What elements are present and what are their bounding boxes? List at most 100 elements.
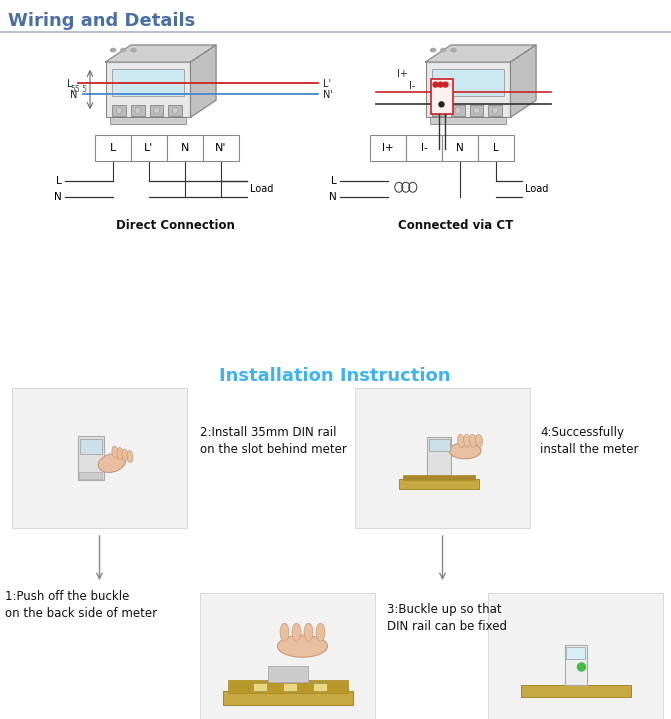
Ellipse shape xyxy=(172,107,178,114)
Bar xyxy=(203,135,239,161)
Bar xyxy=(451,106,464,116)
Text: 4:Successfully
install the meter: 4:Successfully install the meter xyxy=(540,426,639,456)
Ellipse shape xyxy=(122,449,128,461)
Bar xyxy=(252,683,266,691)
Bar xyxy=(200,593,375,719)
Bar xyxy=(488,593,663,719)
Text: L: L xyxy=(468,79,474,89)
Text: 1:Push off the buckle
on the back side of meter: 1:Push off the buckle on the back side o… xyxy=(5,590,157,620)
Text: Wiring and Details: Wiring and Details xyxy=(8,12,195,30)
Text: 3:Buckle up so that
DIN rail can be fixed: 3:Buckle up so that DIN rail can be fixe… xyxy=(387,603,507,633)
Ellipse shape xyxy=(470,434,476,447)
Bar xyxy=(282,683,297,691)
Ellipse shape xyxy=(304,623,313,641)
Ellipse shape xyxy=(476,434,482,447)
Ellipse shape xyxy=(154,107,160,114)
Ellipse shape xyxy=(449,443,481,459)
Polygon shape xyxy=(105,45,216,62)
Ellipse shape xyxy=(443,82,448,87)
Bar xyxy=(370,135,406,161)
Ellipse shape xyxy=(493,107,498,114)
Bar xyxy=(399,479,479,489)
Text: N': N' xyxy=(215,143,227,153)
Text: 2:Install 35mm DIN rail
on the slot behind meter: 2:Install 35mm DIN rail on the slot behi… xyxy=(200,426,347,456)
Bar xyxy=(442,135,478,161)
Polygon shape xyxy=(511,45,536,117)
Bar xyxy=(429,439,450,452)
Bar xyxy=(564,645,586,684)
Text: Load: Load xyxy=(250,184,273,194)
Bar xyxy=(105,62,191,117)
Ellipse shape xyxy=(111,48,115,52)
Bar xyxy=(167,135,203,161)
Bar xyxy=(223,691,352,705)
Ellipse shape xyxy=(278,635,327,657)
Ellipse shape xyxy=(441,48,446,52)
Bar xyxy=(313,683,327,691)
Bar xyxy=(406,135,442,161)
Bar xyxy=(521,684,631,697)
Bar xyxy=(150,106,163,116)
Bar xyxy=(429,117,506,124)
Bar xyxy=(488,106,502,116)
Text: N: N xyxy=(450,106,458,116)
Bar xyxy=(355,388,530,528)
Bar xyxy=(12,388,187,528)
Ellipse shape xyxy=(280,623,289,641)
Text: N: N xyxy=(54,192,62,202)
Ellipse shape xyxy=(135,107,141,114)
Text: 55.5: 55.5 xyxy=(70,85,87,94)
Text: N: N xyxy=(70,90,77,100)
Ellipse shape xyxy=(578,663,586,671)
Bar xyxy=(168,106,182,116)
Ellipse shape xyxy=(464,434,470,447)
Text: Installation Instruction: Installation Instruction xyxy=(219,367,451,385)
Bar xyxy=(227,680,348,693)
Polygon shape xyxy=(425,45,536,62)
Bar xyxy=(427,437,451,477)
Bar xyxy=(425,62,511,117)
Bar xyxy=(470,106,483,116)
Bar xyxy=(78,436,104,480)
Ellipse shape xyxy=(316,623,325,641)
Ellipse shape xyxy=(292,623,301,641)
Bar xyxy=(110,117,187,124)
Text: L': L' xyxy=(323,79,331,89)
Bar xyxy=(112,69,184,96)
Bar xyxy=(112,106,126,116)
Text: I+: I+ xyxy=(397,70,407,80)
Text: L: L xyxy=(493,143,499,153)
Bar xyxy=(432,106,446,116)
Ellipse shape xyxy=(121,48,126,52)
Bar xyxy=(432,69,504,96)
Text: N: N xyxy=(329,192,337,202)
Bar xyxy=(268,667,307,682)
Text: N: N xyxy=(180,143,189,153)
Ellipse shape xyxy=(98,454,125,472)
Ellipse shape xyxy=(112,446,118,458)
Bar xyxy=(79,472,102,479)
Ellipse shape xyxy=(127,451,133,462)
Text: Direct Connection: Direct Connection xyxy=(115,219,234,232)
Bar xyxy=(80,439,102,454)
Text: Connected via CT: Connected via CT xyxy=(398,219,513,232)
Text: L: L xyxy=(56,176,62,186)
Ellipse shape xyxy=(116,107,122,114)
Bar xyxy=(131,135,167,161)
Bar xyxy=(131,106,144,116)
Ellipse shape xyxy=(431,48,435,52)
Text: I-: I- xyxy=(409,81,415,91)
Ellipse shape xyxy=(455,107,461,114)
Text: L: L xyxy=(67,79,72,89)
Text: Load: Load xyxy=(525,184,548,194)
Ellipse shape xyxy=(117,447,123,459)
Text: I-: I- xyxy=(421,143,427,153)
Text: I+: I+ xyxy=(382,143,394,153)
Ellipse shape xyxy=(474,107,480,114)
Bar xyxy=(403,475,475,480)
Bar xyxy=(95,135,131,161)
Ellipse shape xyxy=(458,434,464,447)
Ellipse shape xyxy=(438,82,443,87)
Polygon shape xyxy=(191,45,216,117)
Text: N': N' xyxy=(323,90,332,100)
